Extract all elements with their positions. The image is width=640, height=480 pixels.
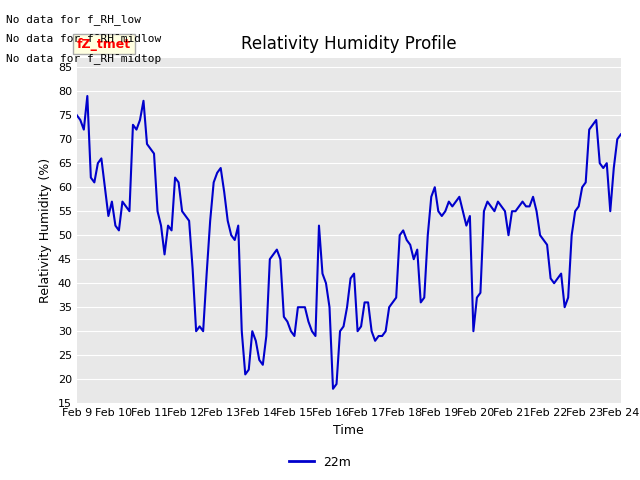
Text: No data for f_RH¯midtop: No data for f_RH¯midtop xyxy=(6,53,162,64)
Text: No data for f¯RH¯midlow: No data for f¯RH¯midlow xyxy=(6,34,162,44)
X-axis label: Time: Time xyxy=(333,424,364,437)
Text: No data for f_RH_low: No data for f_RH_low xyxy=(6,14,141,25)
Text: fZ_tmet: fZ_tmet xyxy=(77,38,131,51)
Title: Relativity Humidity Profile: Relativity Humidity Profile xyxy=(241,35,456,53)
Y-axis label: Relativity Humidity (%): Relativity Humidity (%) xyxy=(39,158,52,303)
Legend: 22m: 22m xyxy=(284,451,356,474)
